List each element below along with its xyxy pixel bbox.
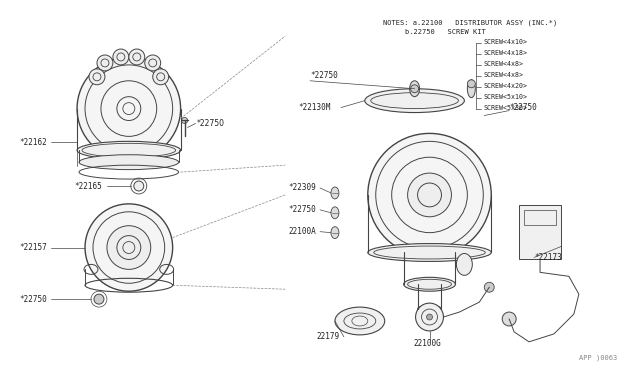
Text: SCREW<4x18>: SCREW<4x18> xyxy=(483,50,527,56)
Text: *22750: *22750 xyxy=(310,71,338,80)
Circle shape xyxy=(89,69,105,85)
Circle shape xyxy=(134,181,144,191)
Ellipse shape xyxy=(335,307,385,335)
Text: 22100A: 22100A xyxy=(288,227,316,236)
Text: SCREW<4x10>: SCREW<4x10> xyxy=(483,39,527,45)
Circle shape xyxy=(182,118,188,124)
Ellipse shape xyxy=(410,81,420,97)
Ellipse shape xyxy=(365,89,465,113)
Circle shape xyxy=(426,314,433,320)
Circle shape xyxy=(77,57,180,160)
Text: *22165: *22165 xyxy=(74,182,102,190)
Text: SCREW<5x30>: SCREW<5x30> xyxy=(483,105,527,110)
Text: *22157: *22157 xyxy=(19,243,47,252)
Text: NOTES: a.22100   DISTRIBUTOR ASSY (INC.*): NOTES: a.22100 DISTRIBUTOR ASSY (INC.*) xyxy=(383,19,557,26)
Circle shape xyxy=(153,69,169,85)
Circle shape xyxy=(107,226,151,269)
Circle shape xyxy=(467,80,476,88)
Text: *22750: *22750 xyxy=(19,295,47,304)
Circle shape xyxy=(368,134,492,256)
Circle shape xyxy=(94,294,104,304)
Text: *22309: *22309 xyxy=(288,183,316,192)
Circle shape xyxy=(85,204,173,291)
Ellipse shape xyxy=(79,155,179,170)
Circle shape xyxy=(97,55,113,71)
Circle shape xyxy=(415,303,444,331)
Circle shape xyxy=(113,49,129,65)
Text: SCREW<4x8>: SCREW<4x8> xyxy=(483,72,524,78)
Ellipse shape xyxy=(77,141,180,159)
Text: b.22750   SCREW KIT: b.22750 SCREW KIT xyxy=(404,29,485,35)
Ellipse shape xyxy=(331,187,339,199)
Circle shape xyxy=(502,312,516,326)
Ellipse shape xyxy=(467,80,476,98)
Circle shape xyxy=(129,49,145,65)
Ellipse shape xyxy=(331,227,339,238)
Text: *22750: *22750 xyxy=(288,205,316,214)
Ellipse shape xyxy=(331,207,339,219)
Text: *22130M: *22130M xyxy=(298,103,330,112)
Text: SCREW<4x20>: SCREW<4x20> xyxy=(483,83,527,89)
Text: *22173: *22173 xyxy=(534,253,562,262)
Text: APP )0063: APP )0063 xyxy=(579,354,617,361)
Text: *22162: *22162 xyxy=(19,138,47,147)
Circle shape xyxy=(484,282,494,292)
Ellipse shape xyxy=(368,244,492,262)
Text: *22750: *22750 xyxy=(509,103,537,112)
Bar xyxy=(519,205,561,259)
Circle shape xyxy=(411,85,419,93)
Circle shape xyxy=(145,55,161,71)
Circle shape xyxy=(408,173,451,217)
Text: 22179: 22179 xyxy=(316,332,339,341)
Text: *22750: *22750 xyxy=(196,119,225,128)
Ellipse shape xyxy=(456,253,472,275)
Text: SCREW<4x8>: SCREW<4x8> xyxy=(483,61,524,67)
Ellipse shape xyxy=(404,277,456,291)
Bar xyxy=(524,210,556,225)
Text: SCREW<5x10>: SCREW<5x10> xyxy=(483,94,527,100)
Text: 22100G: 22100G xyxy=(413,339,442,348)
